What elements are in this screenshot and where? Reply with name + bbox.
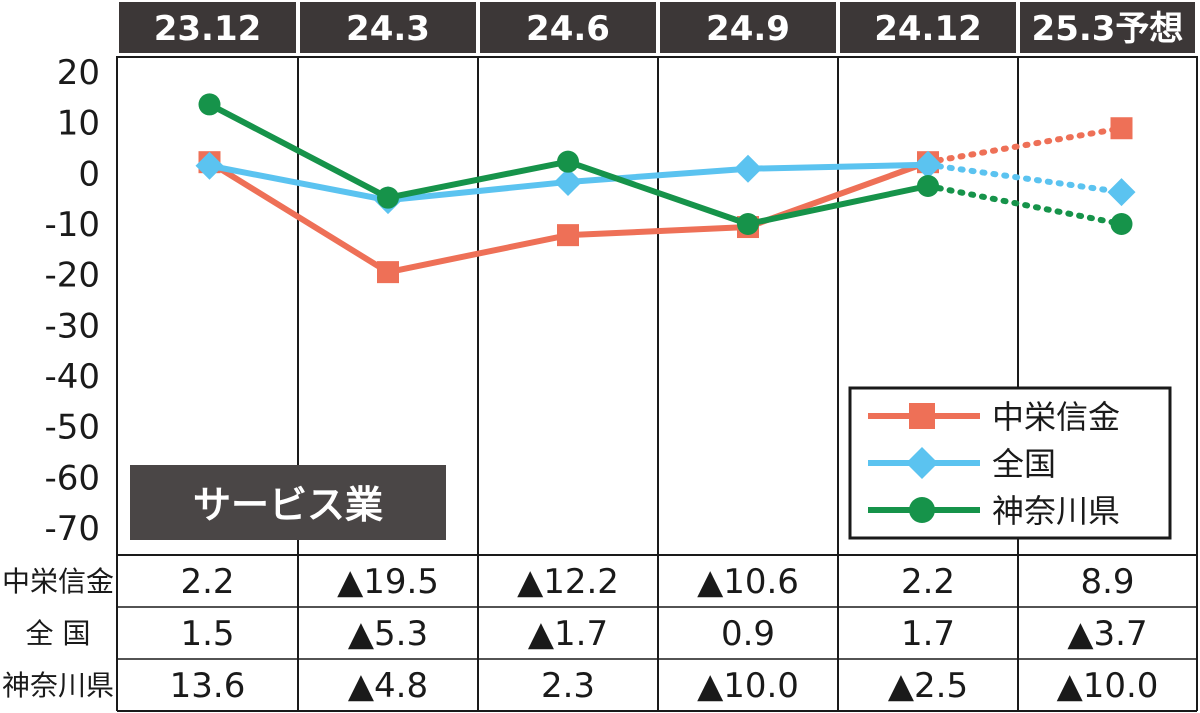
data-point-square	[557, 224, 579, 247]
data-point-square	[1110, 117, 1133, 140]
header-cell	[660, 2, 836, 53]
table-cell: ▲2.5	[888, 666, 968, 706]
table-cell: ▲19.5	[337, 562, 439, 602]
y-tick-label: 0	[78, 154, 100, 194]
y-tick-label: -60	[44, 458, 100, 498]
table-cell: 0.9	[721, 614, 775, 654]
table-cell: 13.6	[170, 666, 246, 706]
y-tick-label: -10	[44, 205, 100, 245]
legend-label: 全国	[992, 445, 1056, 483]
table-cell: ▲5.3	[348, 614, 428, 654]
table-cell: 2.2	[901, 562, 955, 602]
table-cell: 1.5	[180, 614, 234, 654]
y-tick-label: -50	[44, 408, 100, 448]
data-point-diamond	[734, 154, 762, 183]
header-cell	[840, 2, 1016, 53]
table-cell: ▲1.7	[528, 614, 608, 654]
table-cell: ▲3.7	[1067, 614, 1147, 654]
table-cell: 2.2	[180, 562, 234, 602]
legend-label: 中栄信金	[992, 398, 1120, 436]
table-row-label: 中栄信金	[2, 565, 114, 598]
y-tick-label: -40	[44, 357, 100, 397]
x-tick-label: 24.9	[706, 9, 790, 49]
x-tick-label: 25.3予想	[1032, 9, 1184, 49]
y-tick-label: 10	[57, 104, 100, 144]
legend-label: 神奈川県	[992, 492, 1120, 530]
series-line-forecast	[925, 183, 1125, 227]
y-tick-label: -30	[44, 306, 100, 346]
data-point-circle	[377, 186, 399, 209]
y-tick-label: -70	[44, 509, 100, 549]
header-cell	[300, 2, 476, 53]
x-tick-label: 24.12	[874, 9, 982, 49]
data-point-circle	[198, 93, 221, 116]
panel-box	[130, 465, 446, 540]
series-layer	[195, 93, 1136, 284]
data-point-circle	[1110, 213, 1133, 235]
legend-marker-diamond	[906, 447, 938, 479]
data-point-diamond	[554, 167, 582, 196]
table-row-label: 全 国	[26, 617, 91, 650]
y-axis: 20 10 0 -10 -20 -30 -40 -50 -60 -70	[44, 53, 100, 549]
x-tick-label: 24.3	[346, 9, 430, 49]
table-cell: ▲10.0	[697, 666, 799, 706]
plot-area	[116, 56, 1198, 711]
table-cell: ▲10.6	[697, 562, 799, 602]
table-cell: 8.9	[1080, 562, 1134, 602]
header-cell	[1020, 2, 1195, 53]
legend-marker-circle	[909, 497, 935, 523]
table-cell: ▲10.0	[1057, 666, 1159, 706]
x-tick-label: 24.6	[526, 9, 610, 49]
table-cell: ▲4.8	[348, 666, 428, 706]
data-point-square	[377, 261, 399, 284]
table-row-label: 神奈川県	[2, 669, 114, 702]
data-point-diamond	[914, 150, 942, 179]
panel-label-box: サービス業	[130, 465, 446, 540]
table-cell: 2.3	[541, 666, 595, 706]
series-line-forecast	[925, 161, 1125, 196]
y-tick-label: -20	[44, 256, 100, 296]
data-point-diamond	[1107, 178, 1136, 207]
panel-label: サービス業	[193, 483, 383, 527]
series-line-forecast	[925, 125, 1125, 166]
data-point-circle	[737, 213, 759, 235]
data-point-circle	[917, 175, 939, 197]
table-cell: ▲12.2	[517, 562, 619, 602]
header-row: 23.12 24.3 24.6 24.9 24.12 25.3予想	[119, 2, 1195, 53]
header-cell	[480, 2, 656, 53]
table-cell: 1.7	[901, 614, 955, 654]
x-tick-label: 23.12	[154, 9, 262, 49]
data-point-diamond	[195, 151, 224, 180]
data-point-circle	[557, 150, 579, 173]
y-tick-label: 20	[57, 53, 100, 93]
data-table: 中栄信金 2.2 ▲19.5 ▲12.2 ▲10.6 2.2 8.9 全 国 1.5 ▲5.3 ▲1…	[2, 554, 1198, 712]
header-cell	[119, 2, 296, 53]
legend-marker-square	[909, 403, 935, 429]
